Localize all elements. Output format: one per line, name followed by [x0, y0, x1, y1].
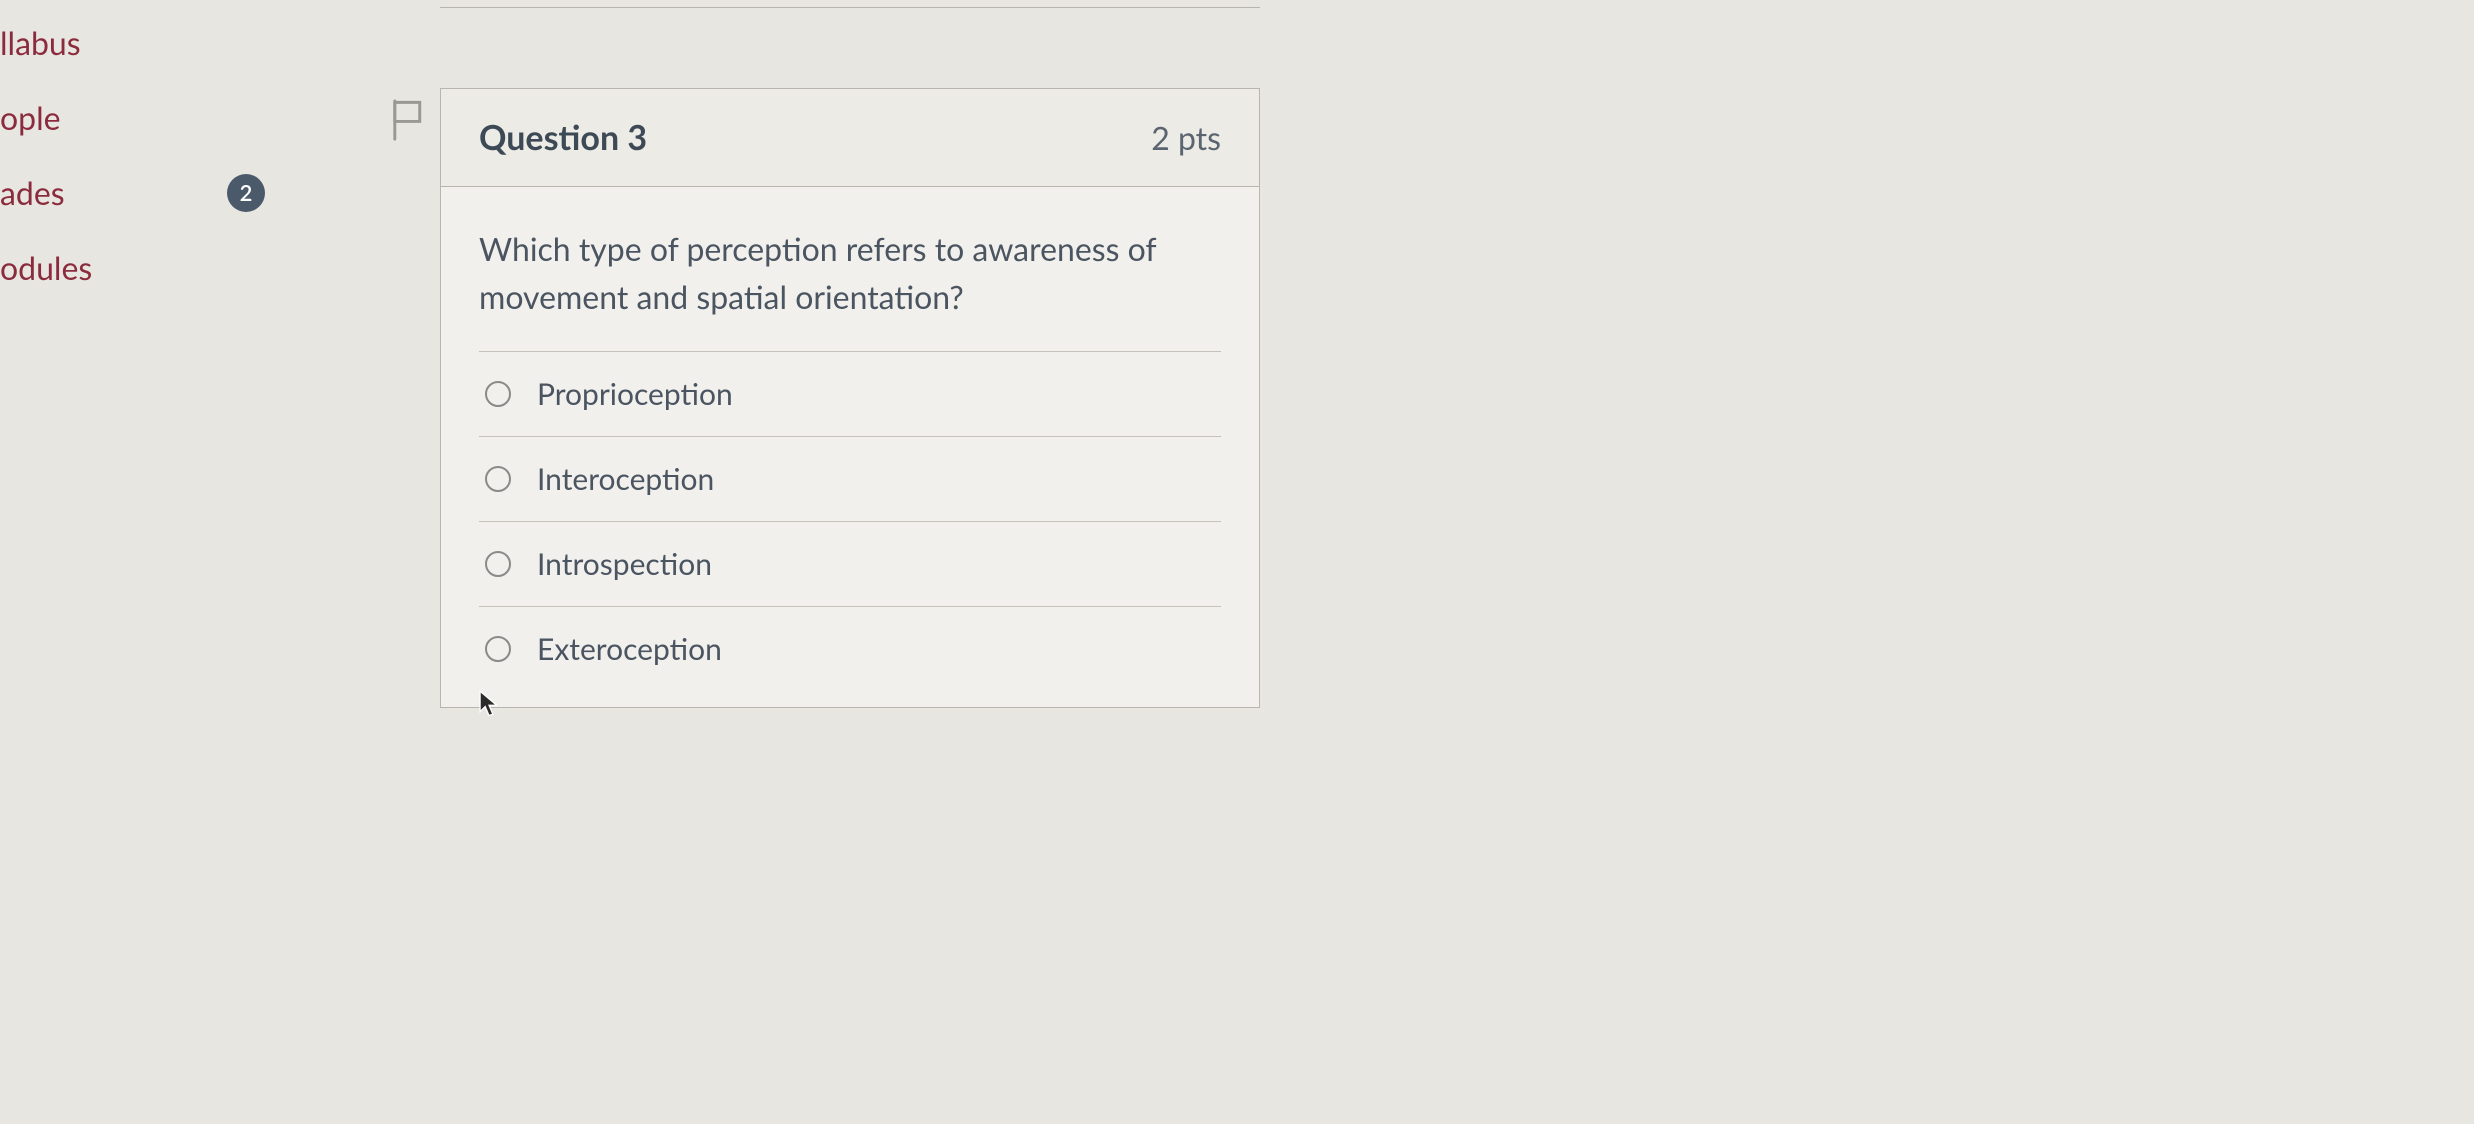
- question-body: Which type of perception refers to aware…: [441, 187, 1259, 707]
- answer-option-interoception[interactable]: Interoception: [479, 436, 1221, 521]
- answer-label: Interoception: [537, 461, 714, 497]
- question-prompt: Which type of perception refers to aware…: [479, 225, 1221, 321]
- partial-top-border: [440, 0, 1260, 8]
- mouse-cursor-icon: [478, 690, 500, 718]
- sidebar-item-label: ople: [0, 98, 61, 137]
- radio-icon: [485, 381, 511, 407]
- answer-option-introspection[interactable]: Introspection: [479, 521, 1221, 606]
- sidebar-item-people[interactable]: ople: [0, 80, 280, 155]
- grades-badge: 2: [227, 174, 265, 212]
- question-title: Question 3: [479, 117, 647, 158]
- radio-icon: [485, 551, 511, 577]
- answer-label: Introspection: [537, 546, 712, 582]
- sidebar-item-syllabus[interactable]: llabus: [0, 5, 280, 80]
- radio-icon: [485, 636, 511, 662]
- question-header: Question 3 2 pts: [441, 89, 1259, 187]
- sidebar-item-grades[interactable]: ades 2: [0, 155, 280, 230]
- course-sidebar: llabus ople ades 2 odules: [0, 0, 280, 305]
- flag-icon[interactable]: [390, 98, 426, 142]
- answer-list: Proprioception Interoception Introspecti…: [479, 351, 1221, 677]
- radio-icon: [485, 466, 511, 492]
- sidebar-item-label: llabus: [0, 23, 81, 62]
- answer-label: Proprioception: [537, 376, 733, 412]
- sidebar-item-label: odules: [0, 248, 92, 287]
- sidebar-item-label: ades: [0, 173, 65, 212]
- answer-option-proprioception[interactable]: Proprioception: [479, 351, 1221, 436]
- question-card: Question 3 2 pts Which type of perceptio…: [440, 88, 1260, 708]
- answer-label: Exteroception: [537, 631, 722, 667]
- answer-option-exteroception[interactable]: Exteroception: [479, 606, 1221, 677]
- question-points: 2 pts: [1151, 118, 1221, 157]
- sidebar-item-modules[interactable]: odules: [0, 230, 280, 305]
